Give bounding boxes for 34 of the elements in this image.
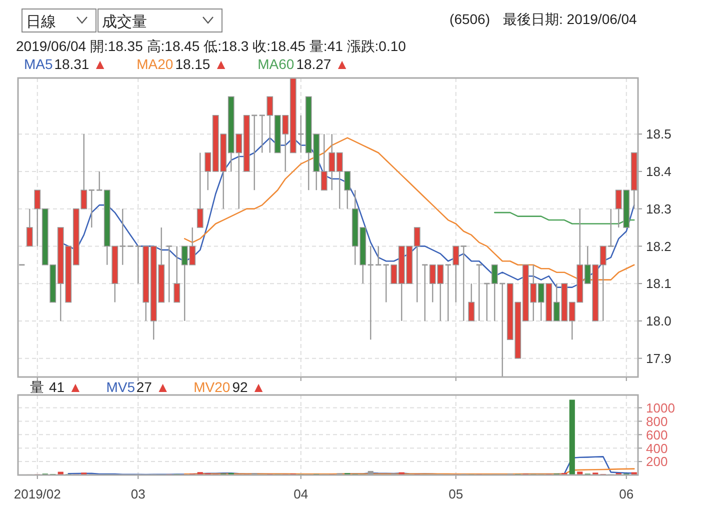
y-tick-label: 18.4 [646,164,672,180]
x-tick-label: 05 [448,486,464,502]
text: 18.27 ▲ [296,56,349,72]
y-tick-label: 17.9 [646,350,672,366]
y-tick-label: 18.0 [646,314,672,329]
x-tick-label: 06 [619,486,634,502]
text: MV20 [194,379,230,396]
text: MA5 [24,56,53,72]
text: (6506) [450,11,490,28]
y-tick-label: 600 [646,427,668,442]
y-tick-label: 200 [646,454,668,470]
text: 成交量 [102,13,147,30]
text: 日線 [26,13,56,30]
text: 最後日期: 2019/06/04 [503,11,638,28]
x-tick-label: 03 [130,486,146,502]
text: 18.31 ▲ [54,56,107,72]
text: 92 ▲ [232,379,266,395]
text: 18.15 ▲ [175,56,228,72]
text: 41 ▲ [49,379,82,395]
text: 2019/06/04 開:18.35 高:18.45 低:18.3 收:18.45 量:41 漲跌:0.10 [16,38,406,54]
y-tick-label: 18.3 [646,201,672,216]
text: 27 ▲ [136,379,170,395]
y-tick-label: 18.5 [646,126,672,142]
text: MA20 [136,56,174,72]
y-tick-label: 18.2 [646,238,672,254]
y-tick-label: 400 [646,440,668,456]
y-tick-label: 800 [646,414,668,429]
x-tick-label: 2019/02 [14,486,61,502]
text: MV5 [106,379,136,396]
x-tick-label: 04 [294,486,308,502]
y-tick-label: 1000 [646,400,675,416]
y-tick-label: 18.1 [646,276,672,292]
annotation: 量 [30,379,44,396]
text: MA60 [258,56,294,72]
